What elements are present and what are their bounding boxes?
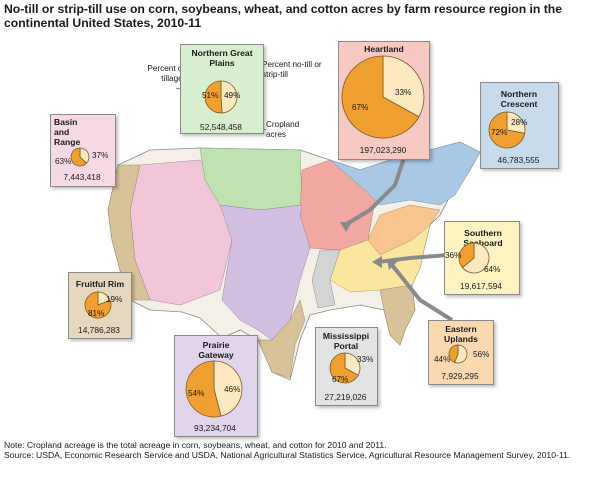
- pie-slice-other-northern-crescent: [488, 111, 526, 149]
- us-map: [107, 77, 481, 381]
- region-box-eastern-uplands: Eastern Uplands: [428, 320, 494, 385]
- map-title: No-till or strip-till use on corn, soybe…: [4, 2, 563, 30]
- acres-prairie-gateway: 93,234,704: [194, 423, 236, 433]
- pct-notill-prairie-gateway: 46%: [224, 385, 241, 394]
- pie-slice-other-heartland: [341, 55, 420, 139]
- pct-other-northern-crescent: 72%: [491, 128, 508, 137]
- acres-mississippi-portal: 27,219,026: [324, 392, 367, 402]
- pie-slice-notill-prairie-gateway: [213, 360, 243, 417]
- callout-notill: Percent no-till or strip-till: [262, 60, 322, 79]
- acres-basin-and-range: 7,443,418: [63, 172, 101, 182]
- pie-slice-notill-basin-and-range: [79, 147, 90, 164]
- pie-slice-notill-heartland: [382, 55, 425, 118]
- region-name: Eastern Uplands: [444, 324, 478, 344]
- region-name: Northern Crescent: [500, 89, 538, 109]
- southern-seaboard-arrow-head: [372, 256, 382, 268]
- region-name: Heartland: [364, 44, 404, 54]
- region-name: Prairie Gateway: [198, 340, 234, 360]
- pie-slice-notill-eastern-uplands: [454, 344, 468, 364]
- acres-heartland: 197,023,290: [359, 145, 407, 155]
- pie-slice-notill-southern-seaboard: [461, 242, 490, 274]
- acres-northern-crescent: 46,783,555: [497, 155, 540, 165]
- region-northern-crescent: [329, 141, 481, 206]
- pct-other-northern-great-plains: 51%: [202, 91, 219, 100]
- pct-other-basin-and-range: 63%: [55, 157, 72, 166]
- region-name: Southern Seaboard: [463, 228, 503, 248]
- pie-slice-other-mississippi-portal: [329, 352, 359, 384]
- region-mississippi-portal: [311, 249, 341, 309]
- eastern-uplands-arrow: [390, 263, 454, 322]
- pie-slice-other-basin-and-range: [70, 147, 88, 167]
- region-fruitful-rim-texas: [257, 299, 306, 379]
- note-text: Note: Cropland acreage is the total acre…: [4, 440, 387, 450]
- callout-cropland: Cropland acres: [266, 120, 300, 139]
- pie-slice-other-eastern-uplands: [448, 344, 459, 363]
- pct-other-heartland: 67%: [352, 103, 369, 112]
- pct-other-southern-seaboard: 36%: [445, 251, 462, 260]
- pct-notill-mississippi-portal: 33%: [357, 355, 374, 364]
- region-name: Northern Great Plains: [191, 48, 253, 68]
- pct-notill-northern-great-plains: 49%: [224, 91, 241, 100]
- pct-other-prairie-gateway: 54%: [188, 389, 205, 398]
- region-name: Mississippi Portal: [322, 331, 370, 351]
- acres-fruitful-rim: 14,786,283: [78, 325, 120, 335]
- heartland-arrow: [343, 154, 407, 227]
- region-fruitful-rim-west: [107, 164, 151, 301]
- footnote: Note: Cropland acreage is the total acre…: [4, 440, 600, 461]
- pct-other-mississippi-portal: 67%: [332, 375, 349, 384]
- pct-notill-southern-seaboard: 64%: [484, 265, 501, 274]
- acres-northern-great-plains: 52,548,458: [200, 122, 242, 132]
- pie-slice-other-prairie-gateway: [185, 360, 222, 418]
- pie-slice-other-southern-seaboard: [458, 242, 475, 269]
- eastern-uplands-arrow-head: [387, 259, 397, 270]
- acres-eastern-uplands: 7,929,295: [441, 371, 479, 381]
- region-name: Fruitful Rim: [75, 279, 125, 289]
- pct-notill-eastern-uplands: 56%: [473, 350, 490, 359]
- heartland-arrow-head: [340, 222, 352, 232]
- source-text: Source: USDA, Economic Research Service …: [4, 450, 571, 461]
- region-name: Basin and Range: [54, 117, 81, 147]
- pct-notill-heartland: 33%: [395, 88, 412, 97]
- pie-slice-notill-northern-great-plains: [220, 80, 238, 114]
- pct-notill-basin-and-range: 37%: [92, 151, 109, 160]
- pct-notill-fruitful-rim: 19%: [106, 295, 123, 304]
- pct-notill-northern-crescent: 28%: [511, 118, 528, 127]
- pie-layer: [70, 55, 526, 418]
- pie-slice-other-northern-great-plains: [204, 80, 223, 114]
- callout-other-tillage: Percent other tillage: [147, 64, 197, 83]
- pie-slice-other-fruitful-rim: [84, 291, 112, 319]
- pct-other-fruitful-rim: 81%: [88, 309, 105, 318]
- pct-other-eastern-uplands: 44%: [434, 355, 451, 364]
- pie-slice-notill-northern-crescent: [506, 111, 526, 134]
- acres-southern-seaboard: 19,617,594: [460, 281, 502, 291]
